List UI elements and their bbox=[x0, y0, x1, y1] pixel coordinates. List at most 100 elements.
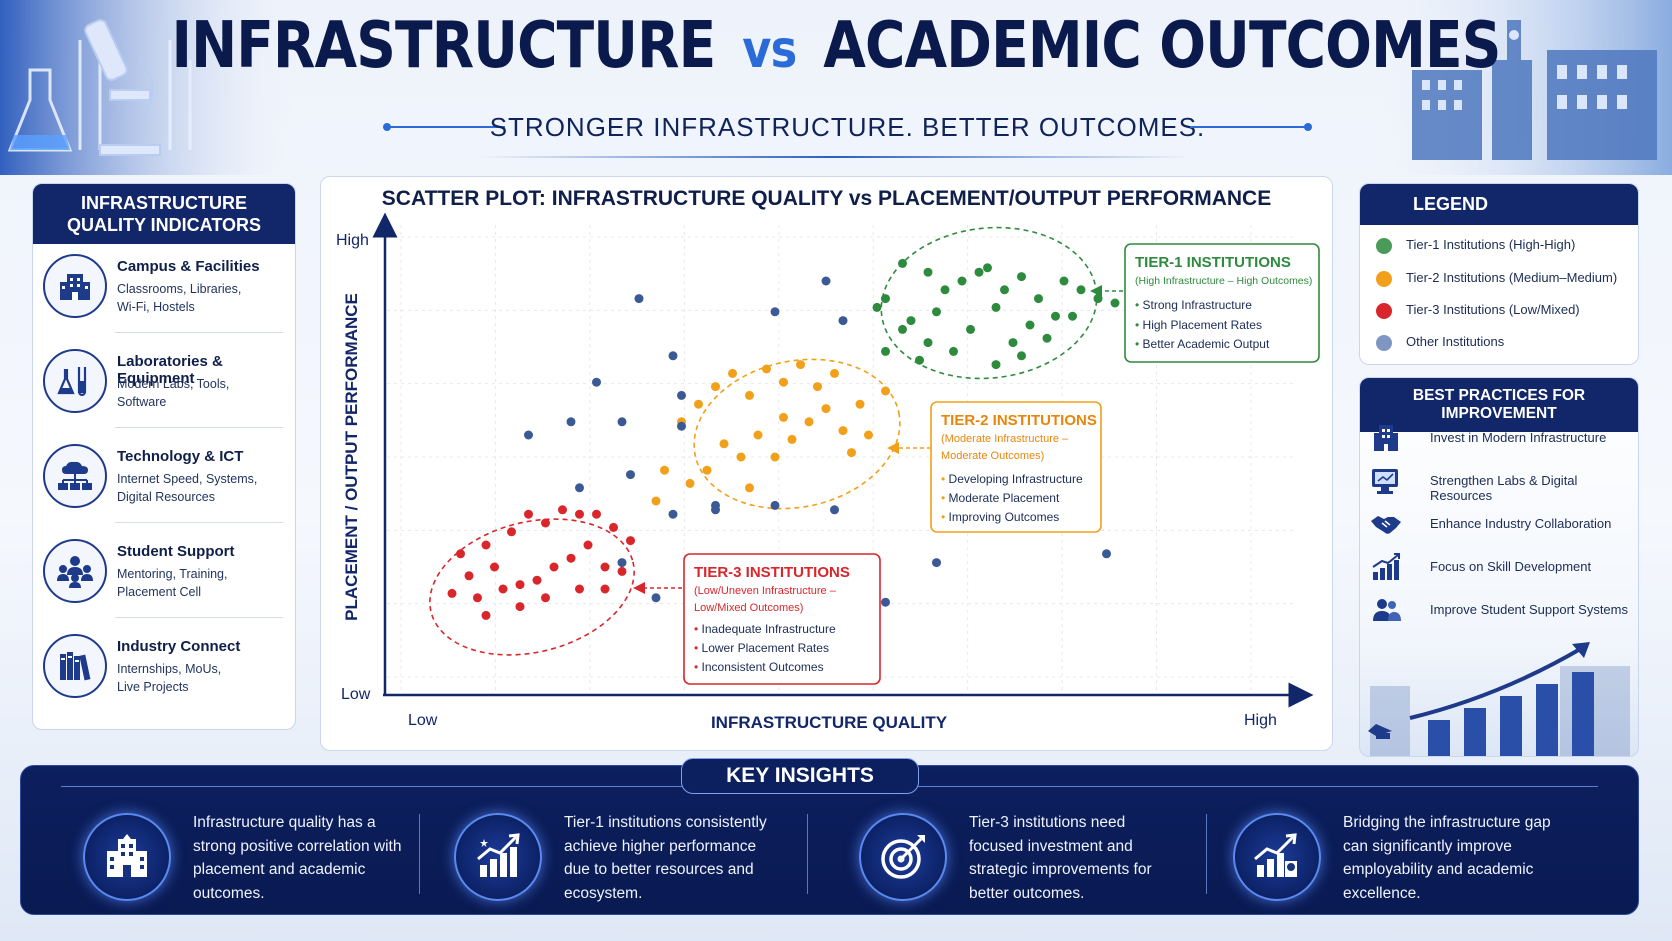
tier2-annotation: TIER-2 INSTITUTIONS (Moderate Infrastruc… bbox=[930, 401, 1102, 533]
graduation-cap-icon bbox=[1368, 724, 1392, 736]
tier1-point bbox=[1042, 333, 1052, 343]
insight-text: Infrastructure quality has a strong posi… bbox=[193, 814, 402, 902]
other-point bbox=[626, 470, 635, 480]
books-icon bbox=[43, 634, 107, 698]
tier3-point bbox=[481, 540, 491, 550]
tier3-point bbox=[549, 562, 559, 572]
tier2-point bbox=[813, 382, 822, 392]
tier3-subtitle-1: (Low/Uneven Infrastructure – bbox=[694, 585, 837, 597]
x-tick-high: High bbox=[1244, 712, 1277, 729]
tier1-point bbox=[991, 360, 1001, 370]
indicator-title: Industry Connect bbox=[117, 638, 241, 655]
tier3-point bbox=[507, 527, 516, 537]
other-point bbox=[770, 307, 780, 317]
indicator-title: Student Support bbox=[117, 543, 235, 560]
building-icon bbox=[43, 254, 107, 318]
indicator-desc: Mentoring, Training, Placement Cell bbox=[117, 567, 228, 599]
svg-text:• Strong Infrastructure: • Strong Infrastructure bbox=[1135, 298, 1252, 312]
indicator-student-support: Student Support Mentoring, Training, Plac… bbox=[33, 523, 295, 618]
tier2-point bbox=[753, 430, 763, 440]
tier2-point bbox=[736, 452, 746, 462]
tier1-bullet: Better Academic Output bbox=[1143, 337, 1270, 351]
tier1-point bbox=[1000, 285, 1009, 295]
tier1-point bbox=[932, 307, 941, 317]
y-tick-high: High bbox=[336, 232, 369, 249]
tier2-point bbox=[685, 478, 695, 488]
tier1-bullet: High Placement Rates bbox=[1143, 318, 1262, 332]
other-point bbox=[668, 351, 678, 361]
tier1-point bbox=[1068, 311, 1077, 321]
red-dot-icon bbox=[1376, 302, 1392, 319]
other-point bbox=[830, 505, 839, 515]
tier1-point bbox=[949, 346, 958, 356]
other-point bbox=[592, 377, 601, 387]
x-tick-low: Low bbox=[408, 712, 438, 729]
tier2-point bbox=[779, 377, 788, 387]
chart-title: SCATTER PLOT: INFRASTRUCTURE QUALITY vs … bbox=[381, 187, 1272, 210]
green-dot-icon bbox=[1376, 237, 1392, 254]
insight-item: Infrastructure quality has a strong posi… bbox=[83, 801, 423, 906]
indicators-panel-title: INFRASTRUCTURE QUALITY INDICATORS bbox=[33, 184, 295, 244]
tier1-point bbox=[923, 338, 933, 348]
tier1-point bbox=[991, 302, 1001, 312]
tier1-point bbox=[881, 294, 890, 304]
tier2-point bbox=[660, 465, 669, 475]
tier1-bullet: Strong Infrastructure bbox=[1143, 298, 1253, 312]
title-part2: ACADEMIC OUTCOMES bbox=[823, 9, 1501, 83]
indicator-desc: Internships, MoUs, Live Projects bbox=[117, 662, 222, 694]
other-point bbox=[566, 417, 576, 427]
tier2-point bbox=[745, 483, 754, 493]
svg-text:• Inadequate Infrastructure: • Inadequate Infrastructure bbox=[694, 622, 836, 636]
svg-text:• Developing Infrastructure: • Developing Infrastructure bbox=[941, 472, 1083, 486]
svg-text:• Better Academic Output: • Better Academic Output bbox=[1135, 337, 1270, 351]
insight-separator bbox=[807, 814, 808, 894]
building-icon bbox=[1374, 425, 1398, 451]
svg-text:• High Placement Rates: • High Placement Rates bbox=[1135, 318, 1262, 332]
tier1-point bbox=[898, 258, 907, 268]
insight-text: Tier-3 institutions need focused investm… bbox=[969, 814, 1152, 902]
tier1-point bbox=[915, 355, 924, 365]
other-point bbox=[838, 316, 848, 326]
indicator-title: Laboratories & Equipment bbox=[117, 353, 223, 387]
tier2-point bbox=[762, 364, 771, 374]
tier1-point bbox=[1059, 276, 1069, 286]
legend-item-tier1: Tier-1 Institutions (High-High) bbox=[1376, 237, 1575, 254]
tier2-point bbox=[728, 368, 737, 378]
legend-panel: LEGEND Tier-1 Institutions (High-High) T… bbox=[1359, 183, 1639, 365]
tier3-point bbox=[447, 588, 457, 598]
orange-dot-icon bbox=[1376, 270, 1392, 287]
indicator-desc: Modern Labs, Tools, Software bbox=[117, 377, 230, 409]
tier2-bullet: Developing Infrastructure bbox=[949, 472, 1083, 486]
tier2-point bbox=[694, 399, 703, 409]
people-group-icon bbox=[43, 539, 107, 603]
scatter-chart: TIER-1 INSTITUTIONS (High Infrastructure… bbox=[336, 212, 1320, 732]
subtitle-line-left bbox=[383, 123, 505, 131]
svg-text:• Improving Outcomes: • Improving Outcomes bbox=[941, 510, 1059, 524]
tier2-point bbox=[838, 426, 848, 436]
other-point bbox=[677, 421, 686, 431]
tier3-point bbox=[456, 549, 465, 559]
tier2-point bbox=[821, 404, 831, 414]
tier1-point bbox=[974, 267, 984, 277]
other-point bbox=[634, 294, 644, 304]
tier1-point bbox=[1017, 272, 1026, 282]
tier2-title: TIER-2 INSTITUTIONS bbox=[941, 412, 1097, 429]
tier3-point bbox=[541, 518, 550, 528]
title-part1: INFRASTRUCTURE bbox=[171, 9, 716, 83]
indicators-panel: INFRASTRUCTURE QUALITY INDICATORS Campus… bbox=[32, 183, 296, 730]
tier3-point bbox=[600, 584, 610, 594]
tier3-title: TIER-3 INSTITUTIONS bbox=[694, 564, 850, 581]
svg-text:• Lower Placement Rates: • Lower Placement Rates bbox=[694, 641, 829, 655]
legend-item-other: Other Institutions bbox=[1376, 334, 1504, 351]
tier1-title: TIER-1 INSTITUTIONS bbox=[1135, 254, 1291, 271]
insight-text: Tier-1 institutions consistently achieve… bbox=[564, 814, 767, 902]
tier3-point bbox=[626, 536, 635, 546]
key-insights-title: KEY INSIGHTS bbox=[681, 758, 919, 794]
best-practice-item: Focus on Skill Development bbox=[1370, 552, 1632, 582]
tier2-point bbox=[770, 452, 780, 462]
tier3-bullet: Lower Placement Rates bbox=[702, 641, 829, 655]
svg-text:• Inconsistent Outcomes: • Inconsistent Outcomes bbox=[694, 660, 824, 674]
tier3-annotation: TIER-3 INSTITUTIONS (Low/Uneven Infrastr… bbox=[683, 553, 881, 685]
indicator-desc: Classrooms, Libraries, Wi-Fi, Hostels bbox=[117, 282, 242, 314]
tier3-point bbox=[583, 540, 593, 550]
